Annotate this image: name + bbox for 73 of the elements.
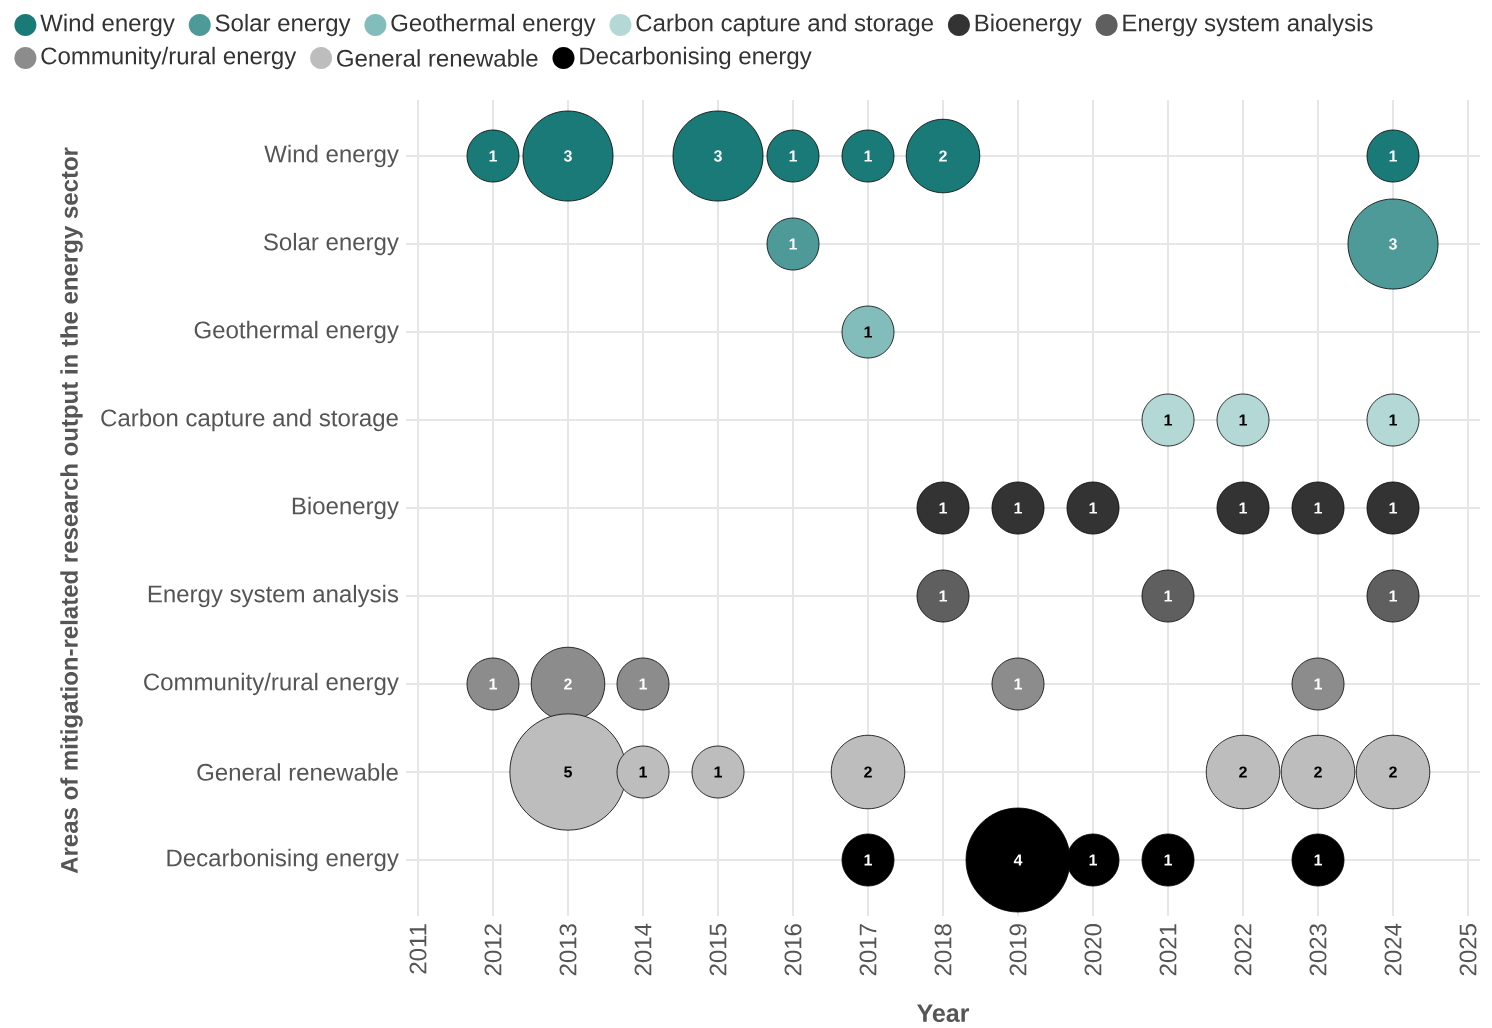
y-tick-label: Energy system analysis <box>148 584 399 608</box>
x-tick-label: 2012 <box>484 924 502 976</box>
annotation: 1 <box>1089 502 1098 514</box>
annotation: 2 <box>1389 766 1397 778</box>
annotation: 1 <box>1164 414 1173 426</box>
annotation: 1 <box>864 150 872 162</box>
y-axis-title: Areas of mitigation-related research output in the energy sector <box>60 147 83 874</box>
annotation: 1 <box>1389 590 1398 602</box>
annotation: 3 <box>563 150 572 162</box>
annotation: 1 <box>939 590 947 602</box>
x-tick-label: 2016 <box>784 924 802 976</box>
x-tick-label: 2020 <box>1084 924 1102 976</box>
x-tick-label: 2019 <box>1009 924 1027 976</box>
legend-label: Community/rural energy <box>41 46 297 70</box>
annotation: 1 <box>1314 678 1323 690</box>
annotation: 5 <box>564 766 572 778</box>
y-tick-label: Solar energy <box>263 232 399 256</box>
annotation: 1 <box>1089 854 1098 866</box>
annotation: 3 <box>713 150 722 162</box>
annotation: 1 <box>1239 414 1248 426</box>
y-tick-label: General renewable <box>197 763 398 781</box>
annotation: 1 <box>1389 502 1398 514</box>
annotation: 3 <box>1388 238 1397 250</box>
annotation: 1 <box>789 238 797 250</box>
x-tick-label: 2011 <box>409 924 427 974</box>
annotation: 1 <box>1014 502 1023 514</box>
annotation: 1 <box>1314 854 1323 866</box>
annotation: 2 <box>864 766 872 778</box>
y-tick-label: Decarbonising energy <box>167 848 399 872</box>
annotation: 1 <box>789 150 797 162</box>
x-tick-label: 2023 <box>1309 924 1327 976</box>
annotation: 1 <box>639 678 647 690</box>
legend-label: Carbon capture and storage <box>636 13 933 37</box>
x-tick-label: 2015 <box>709 924 727 976</box>
x-tick-label: 2022 <box>1234 924 1252 976</box>
legend-label: Geothermal energy <box>391 13 596 37</box>
annotation: 1 <box>1314 502 1323 514</box>
y-tick-label: Community/rural energy <box>144 672 399 696</box>
legend-label: Decarbonising energy <box>580 46 812 70</box>
y-tick-label: Wind energy <box>264 144 399 168</box>
annotation: 1 <box>1014 678 1023 690</box>
x-tick-label: 2025 <box>1459 924 1477 976</box>
x-tick-label: 2014 <box>634 923 652 976</box>
x-tick-label: 2018 <box>934 924 952 976</box>
y-tick-label: Bioenergy <box>292 496 399 520</box>
annotation: 2 <box>1239 766 1247 778</box>
annotation: 1 <box>489 678 497 690</box>
annotation: 2 <box>939 150 947 162</box>
legend-label: Energy system analysis <box>1123 13 1373 37</box>
annotation: 1 <box>1389 150 1398 162</box>
legend-label: Bioenergy <box>975 13 1082 37</box>
legend-label: Wind energy <box>40 13 175 37</box>
annotation: 1 <box>489 150 497 162</box>
x-tick-label: 2013 <box>559 924 577 976</box>
y-tick-label: Geothermal energy <box>194 320 399 344</box>
annotation: 1 <box>639 766 647 778</box>
annotation: 1 <box>1389 414 1398 426</box>
legend-label: General renewable <box>337 49 538 67</box>
x-tick-label: 2024 <box>1384 923 1402 976</box>
annotation: 1 <box>864 854 872 866</box>
annotation: 4 <box>1013 854 1023 866</box>
annotation: 2 <box>1314 766 1322 778</box>
annotation: 1 <box>1164 590 1173 602</box>
annotation: 1 <box>939 502 947 514</box>
annotation: 2 <box>564 678 572 690</box>
x-tick-label: 2021 <box>1159 924 1177 976</box>
annotation: 1 <box>1164 854 1173 866</box>
annotation: 1 <box>714 766 722 778</box>
x-tick-label: 2017 <box>859 924 877 976</box>
x-axis-title: Year <box>917 1004 970 1023</box>
annotation: 1 <box>864 326 872 338</box>
annotation: 1 <box>1239 502 1248 514</box>
y-tick-label: Carbon capture and storage <box>101 408 398 432</box>
